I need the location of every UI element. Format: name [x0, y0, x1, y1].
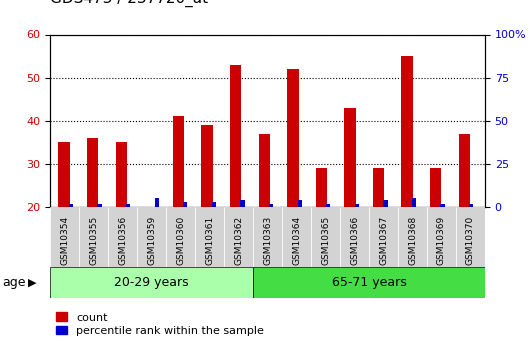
Text: GSM10370: GSM10370 [466, 216, 475, 265]
Bar [253, 207, 282, 267]
Text: GSM10359: GSM10359 [147, 216, 156, 265]
Bar [456, 207, 485, 267]
Text: GSM10360: GSM10360 [176, 216, 185, 265]
Bar [297, 200, 302, 207]
Bar [259, 134, 270, 207]
Bar [224, 207, 253, 267]
Text: GSM10369: GSM10369 [437, 216, 446, 265]
Bar [412, 198, 416, 207]
Bar [344, 108, 356, 207]
Bar [340, 207, 369, 267]
Bar [173, 117, 184, 207]
Bar [212, 202, 216, 207]
Bar [87, 138, 99, 207]
Text: GSM10356: GSM10356 [118, 216, 127, 265]
Bar [355, 204, 359, 207]
Bar [201, 125, 213, 207]
Text: GSM10354: GSM10354 [60, 216, 69, 265]
Text: 65-71 years: 65-71 years [332, 276, 407, 289]
Bar [401, 56, 413, 207]
Bar [373, 168, 384, 207]
Bar [269, 204, 273, 207]
Bar [240, 200, 245, 207]
Bar [383, 200, 387, 207]
Bar [69, 204, 73, 207]
Bar [427, 207, 456, 267]
Text: GSM10361: GSM10361 [205, 216, 214, 265]
Bar [440, 204, 445, 207]
Text: GSM10362: GSM10362 [234, 216, 243, 265]
Bar [469, 204, 473, 207]
Bar [116, 142, 127, 207]
Text: age: age [3, 276, 26, 289]
Bar [155, 198, 159, 207]
Bar [369, 207, 398, 267]
Bar [183, 202, 188, 207]
Text: ▶: ▶ [28, 278, 36, 288]
Bar [398, 207, 427, 267]
Bar [108, 207, 137, 267]
Text: 20-29 years: 20-29 years [114, 276, 189, 289]
Bar [58, 142, 70, 207]
Text: GSM10363: GSM10363 [263, 216, 272, 265]
Text: GSM10355: GSM10355 [90, 216, 98, 265]
Bar [98, 204, 102, 207]
Bar [316, 168, 327, 207]
Bar [253, 267, 485, 298]
Bar [137, 207, 166, 267]
Bar [80, 207, 108, 267]
Bar [430, 168, 441, 207]
Bar [282, 207, 311, 267]
Bar [287, 69, 298, 207]
Bar [50, 207, 80, 267]
Text: GSM10366: GSM10366 [350, 216, 359, 265]
Text: GSM10365: GSM10365 [321, 216, 330, 265]
Bar [458, 134, 470, 207]
Text: GDS473 / 237720_at: GDS473 / 237720_at [50, 0, 208, 7]
Text: GSM10367: GSM10367 [379, 216, 388, 265]
Bar [50, 267, 253, 298]
Text: GSM10368: GSM10368 [408, 216, 417, 265]
Bar [230, 65, 241, 207]
Bar [166, 207, 195, 267]
Bar [195, 207, 224, 267]
Legend: count, percentile rank within the sample: count, percentile rank within the sample [56, 313, 264, 336]
Bar [126, 204, 130, 207]
Bar [326, 204, 330, 207]
Bar [311, 207, 340, 267]
Text: GSM10364: GSM10364 [292, 216, 301, 265]
